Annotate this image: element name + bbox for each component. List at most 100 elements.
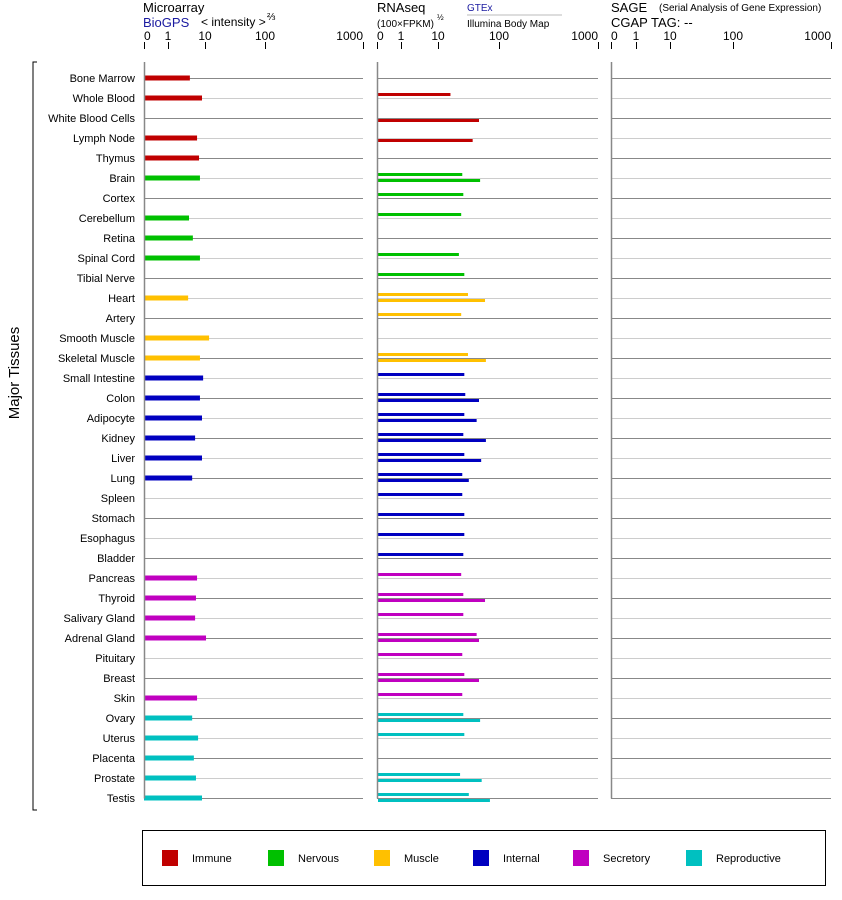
tissue-label: Cerebellum <box>79 213 135 225</box>
microarray-bar <box>144 235 193 241</box>
microarray-bar <box>144 455 203 461</box>
gtex-bar <box>378 253 459 256</box>
sage-tick-label: 100 <box>723 29 743 43</box>
sage-title: SAGE <box>611 0 647 15</box>
gtex-bar <box>378 793 469 796</box>
microarray-tick-label: 1000 <box>336 29 363 43</box>
legend-swatch-internal <box>473 850 489 866</box>
illumina-bar <box>378 779 482 782</box>
microarray-bar <box>144 735 199 741</box>
illumina-bar <box>378 359 486 362</box>
gtex-bar <box>378 273 465 276</box>
gtex-bar <box>378 213 462 216</box>
illumina-bar <box>378 479 469 482</box>
tissue-label: Esophagus <box>80 533 136 545</box>
microarray-tick-label: 1 <box>165 29 172 43</box>
rnaseq-tick-label: 0 <box>377 29 384 43</box>
gtex-bar <box>378 493 463 496</box>
illumina-bar <box>378 599 486 602</box>
tissue-label: Breast <box>103 673 135 685</box>
microarray-bar <box>144 335 210 341</box>
microarray-tick-label: 100 <box>255 29 275 43</box>
tissue-label: Prostate <box>94 773 135 785</box>
tissue-label: Spinal Cord <box>78 253 135 265</box>
microarray-bar <box>144 635 207 641</box>
microarray-bar <box>144 95 203 101</box>
gtex-bar <box>378 473 463 476</box>
gtex-bar <box>378 573 462 576</box>
rnaseq-tick-label: 1 <box>398 29 405 43</box>
microarray-bar <box>144 415 203 421</box>
gtex-bar <box>378 453 465 456</box>
rnaseq-scale-exponent: ½ <box>437 13 444 22</box>
microarray-scale-exponent: ⅔ <box>267 12 276 23</box>
illumina-bar <box>378 639 479 642</box>
microarray-source-link[interactable]: BioGPS <box>143 15 190 30</box>
sage-tick-label: 1 <box>633 29 640 43</box>
tissue-label: Tibial Nerve <box>77 273 135 285</box>
legend-swatch-secretory <box>573 850 589 866</box>
microarray-bar <box>144 135 198 141</box>
legend-label-immune: Immune <box>192 853 232 865</box>
tissue-label: Brain <box>109 173 135 185</box>
tissue-label: Adrenal Gland <box>65 633 135 645</box>
microarray-bar <box>144 795 203 801</box>
gtex-bar <box>378 773 461 776</box>
gtex-bar <box>378 413 465 416</box>
illumina-bar <box>378 419 477 422</box>
tissue-label: Ovary <box>106 713 136 725</box>
tissue-label: Skeletal Muscle <box>58 353 135 365</box>
microarray-bar <box>144 215 190 221</box>
cgap-tag-value: -- <box>684 15 693 30</box>
legend-swatch-reproductive <box>686 850 702 866</box>
tissue-label: Pituitary <box>95 653 135 665</box>
legend: Immune Nervous Muscle Internal Secretory Repr… <box>162 850 781 866</box>
gtex-bar <box>378 733 465 736</box>
gtex-bar <box>378 393 466 396</box>
illumina-bar <box>378 719 481 722</box>
legend-label-reproductive: Reproductive <box>716 853 781 865</box>
microarray-bar <box>144 155 200 161</box>
tissue-label: Adipocyte <box>87 413 135 425</box>
microarray-tick-label: 10 <box>198 29 212 43</box>
illumina-bar <box>378 799 490 802</box>
legend-swatch-muscle <box>374 850 390 866</box>
tissue-label: Skin <box>114 693 135 705</box>
gtex-bar <box>378 373 465 376</box>
gtex-bar <box>378 533 465 536</box>
sage-subtitle: (Serial Analysis of Gene Expression) <box>659 3 821 14</box>
legend-label-secretory: Secretory <box>603 853 651 865</box>
legend-swatch-immune <box>162 850 178 866</box>
illumina-bar <box>378 439 486 442</box>
microarray-bar <box>144 695 198 701</box>
illumina-source-label: Illumina Body Map <box>467 19 550 30</box>
tissue-label: Thymus <box>96 153 136 165</box>
tissue-label: Pancreas <box>89 573 136 585</box>
illumina-bar <box>378 179 481 182</box>
microarray-tick-label: 0 <box>144 29 151 43</box>
microarray-bar <box>144 755 194 761</box>
tissue-label: Whole Blood <box>73 93 135 105</box>
legend-label-muscle: Muscle <box>404 853 439 865</box>
tissue-label: Salivary Gland <box>63 613 135 625</box>
microarray-bar <box>144 395 200 401</box>
gtex-bar <box>378 513 465 516</box>
tissue-label: Uterus <box>103 733 136 745</box>
illumina-bar <box>378 459 482 462</box>
tissue-label: Small Intestine <box>63 373 135 385</box>
sage-tick-label: 1000 <box>804 29 831 43</box>
y-axis-label: Major Tissues <box>6 327 23 420</box>
microarray-bar <box>144 715 193 721</box>
microarray-bar <box>144 615 196 621</box>
rnaseq-title: RNAseq <box>377 0 425 15</box>
tissue-label: Liver <box>111 453 135 465</box>
illumina-bar <box>378 299 486 302</box>
sage-tick-label: 0 <box>611 29 618 43</box>
rnaseq-tick-label: 100 <box>489 29 509 43</box>
gtex-source-link[interactable]: GTEx <box>467 3 493 14</box>
gtex-bar <box>378 313 462 316</box>
tissue-label: Placenta <box>92 753 136 765</box>
gtex-bar <box>378 633 477 636</box>
sage-tick-label: 10 <box>663 29 677 43</box>
